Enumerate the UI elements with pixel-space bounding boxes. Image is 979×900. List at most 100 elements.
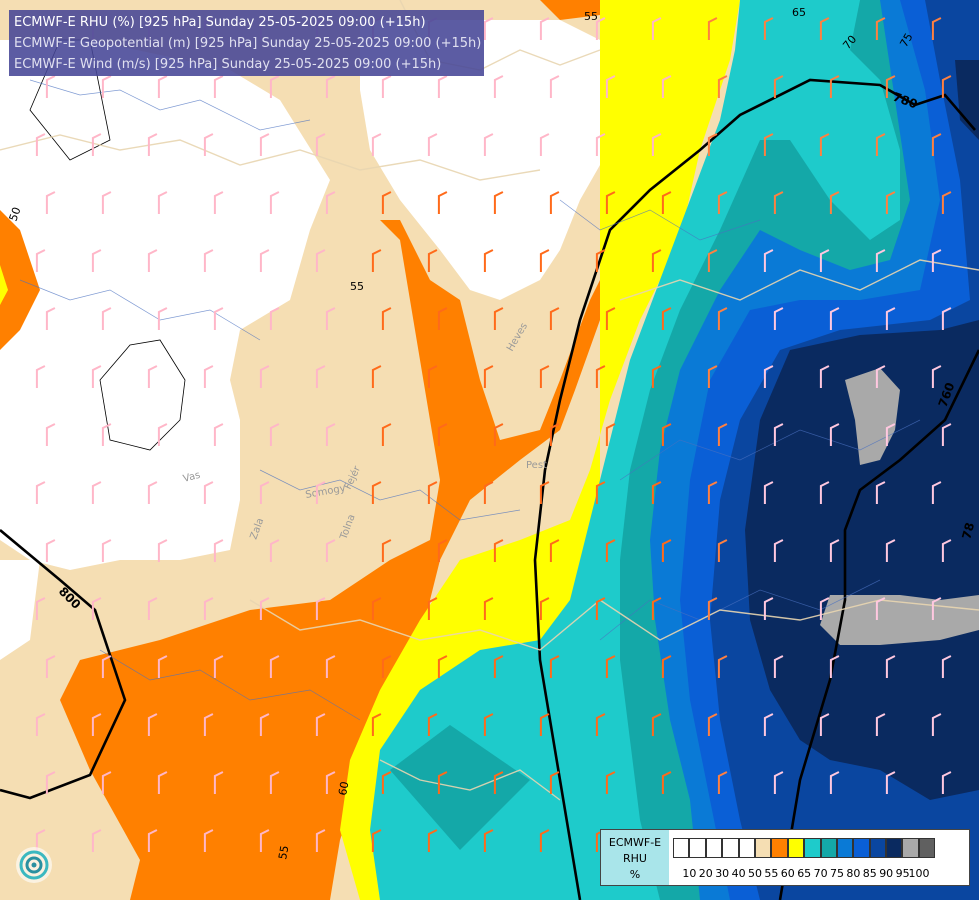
wind-barb [549,771,560,794]
legend-tick-label: 90 [879,867,894,880]
wind-barb [325,191,336,214]
wind-barb [157,75,168,98]
wind-barb [371,365,382,388]
legend-swatch [836,838,854,858]
wind-barb [101,307,112,330]
legend-tick-label: 30 [715,867,730,880]
wind-barb [269,423,280,446]
wind-barb [101,423,112,446]
legend-tick-label: 55 [764,867,779,880]
wind-barb [941,771,952,794]
wind-barb [269,191,280,214]
wind-barb [661,771,672,794]
wind-barb [885,539,896,562]
wind-barb [707,365,718,388]
rh-contour-label: 75 [897,31,915,50]
wind-barb [717,75,728,98]
wind-barb [203,597,214,620]
wind-barb [101,75,112,98]
wind-barb [427,597,438,620]
wind-barb [707,597,718,620]
rh-white-area [0,40,330,570]
rh-65-area [340,0,740,900]
legend-swatches [673,838,936,858]
wind-barb [651,249,662,272]
wind-barb [931,249,942,272]
wind-barb [651,597,662,620]
wind-barb [539,133,550,156]
wind-barb [661,307,672,330]
legend-swatch [886,838,903,858]
wind-barb [269,539,280,562]
wind-barb [875,17,886,40]
wind-barb [941,191,952,214]
rh-contour-label: 55 [276,844,291,860]
wind-barb [717,655,728,678]
geopotential-contour-800 [0,529,127,800]
wind-barb [91,481,102,504]
wind-barb [101,191,112,214]
legend-name: ECMWF-E RHU % [601,830,669,885]
wind-barb [539,829,550,852]
wind-barb [875,249,886,272]
wind-barb [213,75,224,98]
geopotential-contour-760 [778,349,979,900]
wind-barb [483,133,494,156]
legend-unit: % [629,868,641,881]
wind-barb [427,829,438,852]
wind-barb [539,249,550,272]
rh-95-area [955,60,979,140]
ecmwf-logo-icon [16,847,52,883]
wind-barb [549,423,560,446]
wind-barb [35,713,46,736]
wind-barb [371,597,382,620]
wind-barb [549,191,560,214]
wind-barb [325,771,336,794]
wind-barb [763,597,774,620]
rh-60-area [60,0,700,900]
wind-barb [483,713,494,736]
wind-barb [931,713,942,736]
legend-tick-label: 60 [780,867,795,880]
wind-barb [493,423,504,446]
wind-barb [819,249,830,272]
wind-barb [203,249,214,272]
wind-barb [829,75,840,98]
wind-barb [773,655,784,678]
legend-tick-label: 95 [895,867,910,880]
wind-barb [371,249,382,272]
wind-barb [147,481,158,504]
wind-barb [549,539,560,562]
wind-barb [931,481,942,504]
wind-barb [717,191,728,214]
wind-barb [605,655,616,678]
wind-barb [35,365,46,388]
wind-barb [203,481,214,504]
wind-barb [315,365,326,388]
wind-barb [819,17,830,40]
wind-barb [539,365,550,388]
wind-barb [549,75,560,98]
wind-barb [763,17,774,40]
wind-barb [829,655,840,678]
place-label: Vas [182,470,202,485]
wind-barb [931,133,942,156]
wind-barb [91,829,102,852]
wind-barb [605,539,616,562]
rh-contour-label: 65 [792,6,806,19]
wind-barb [203,829,214,852]
wind-barb [651,133,662,156]
wind-barb [707,713,718,736]
wind-barb [371,133,382,156]
wind-barb [819,597,830,620]
wind-barb [605,307,616,330]
legend-tick-label: 65 [797,867,812,880]
wind-barb [147,365,158,388]
wind-barb [829,771,840,794]
legend-swatch [705,838,723,858]
wind-barb [259,829,270,852]
wind-barb [35,481,46,504]
wind-barb [941,655,952,678]
wind-barb [203,713,214,736]
